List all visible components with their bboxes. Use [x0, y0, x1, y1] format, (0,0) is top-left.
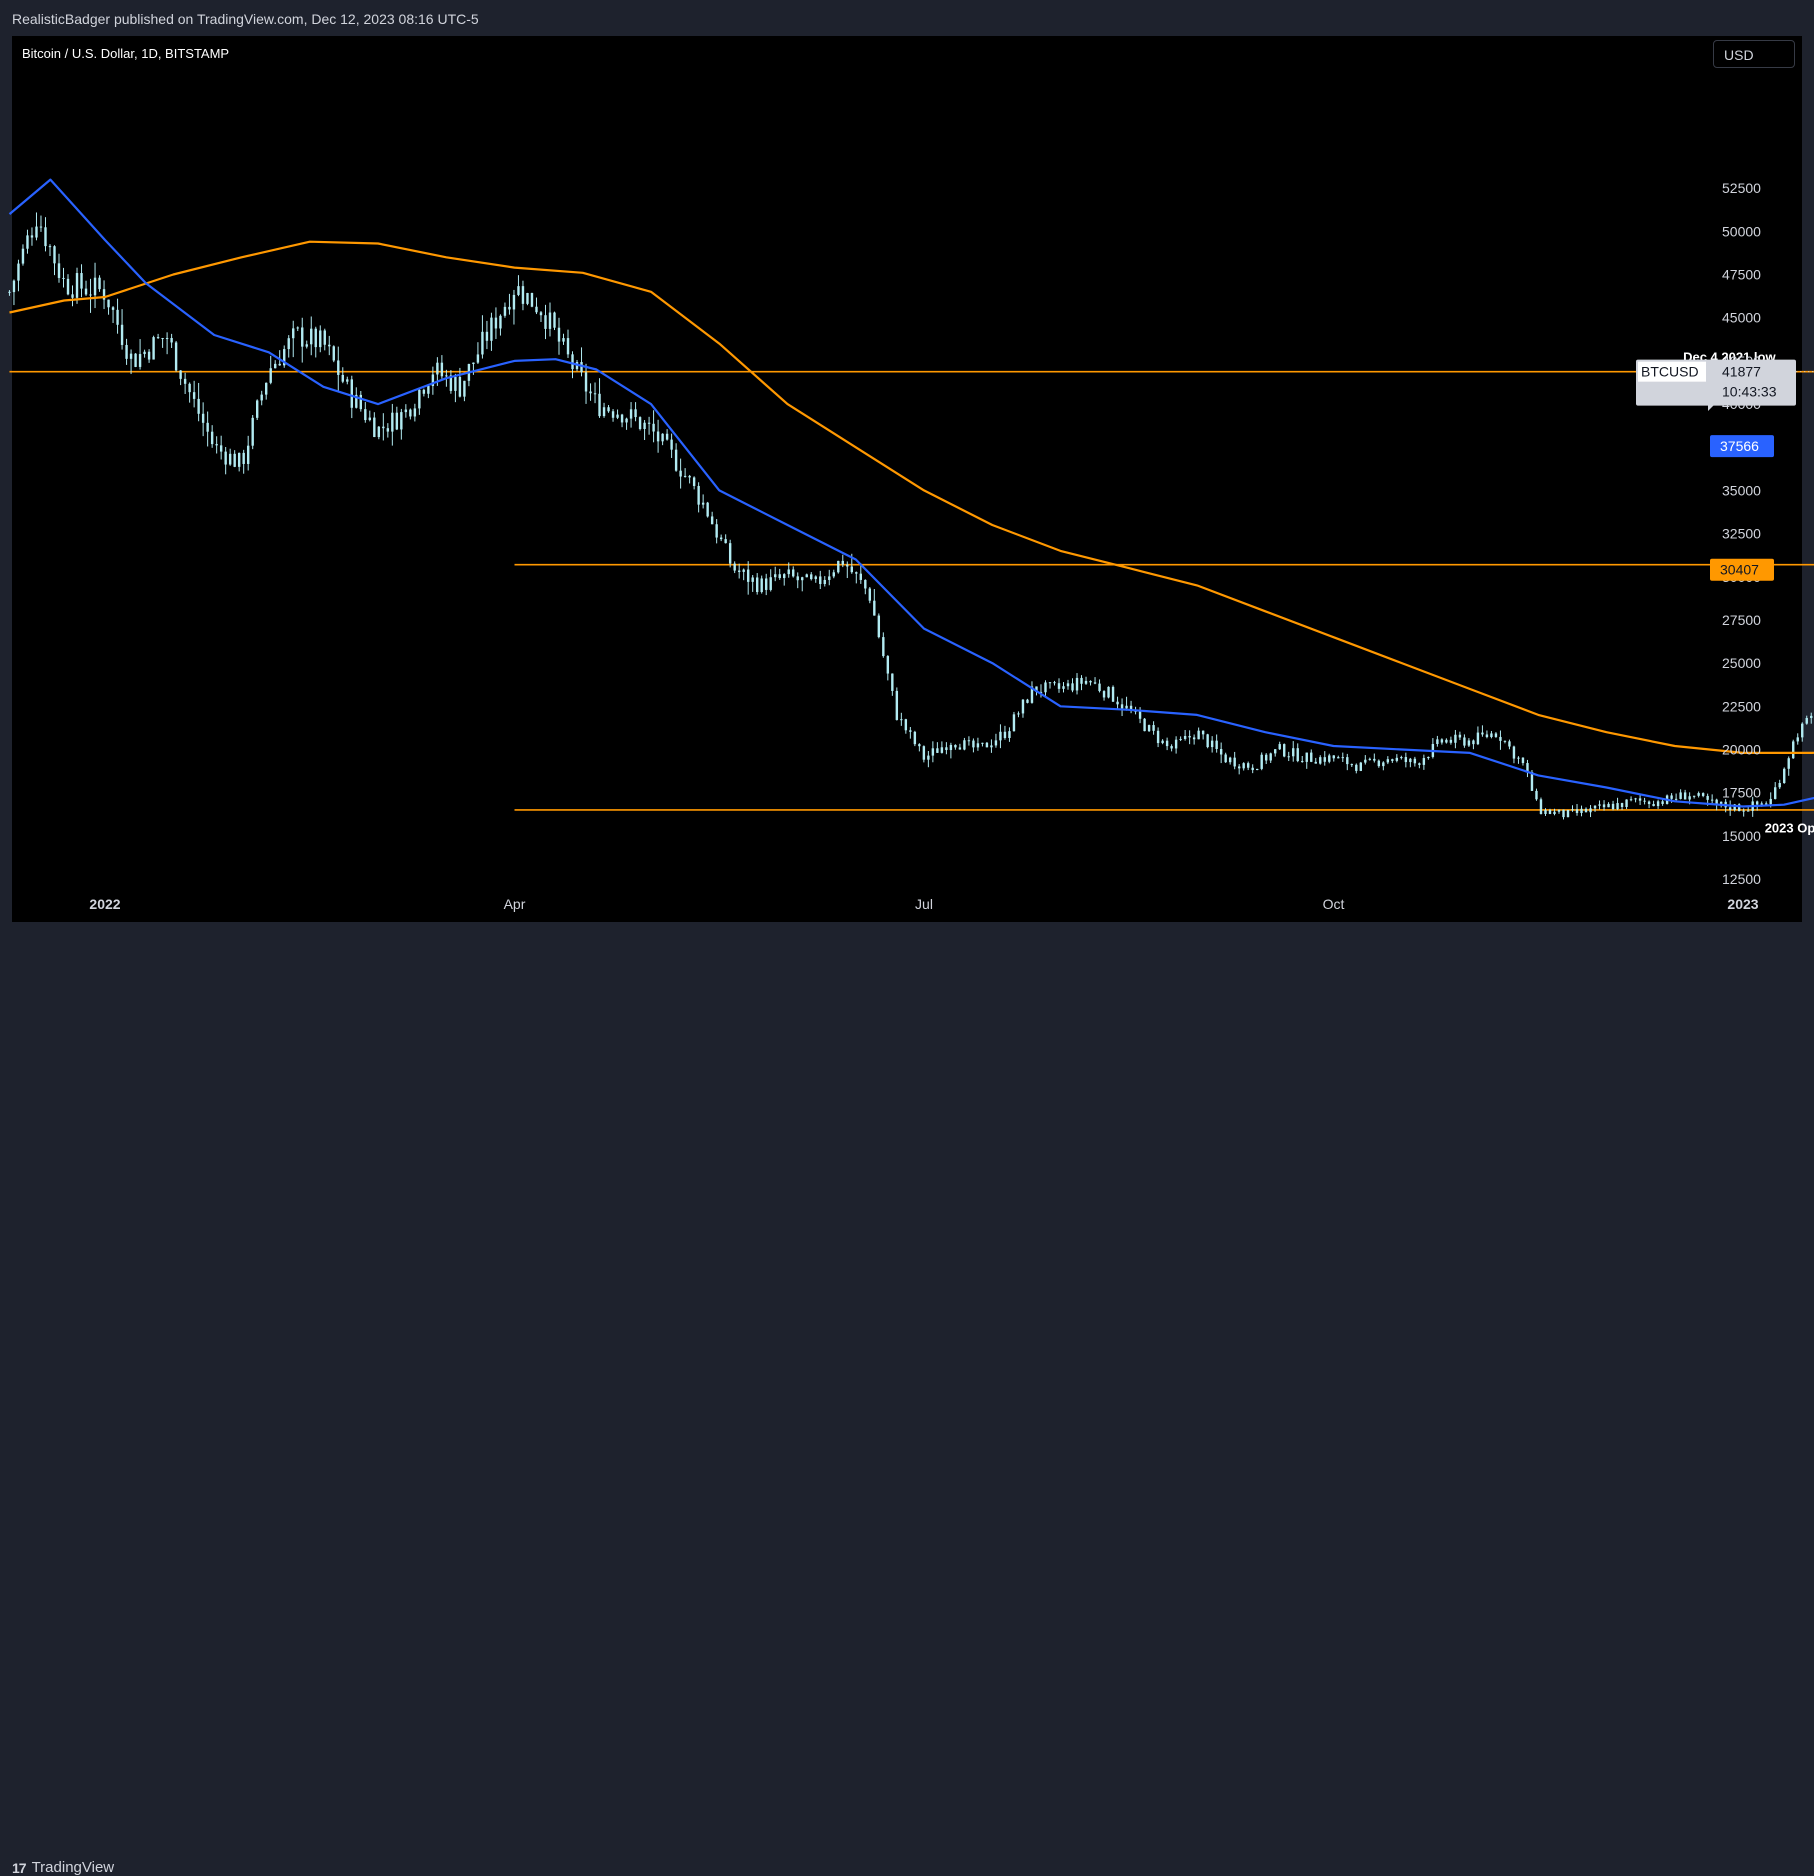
price-axis[interactable] [1708, 36, 1802, 922]
footer: 17 TradingView [0, 922, 1814, 967]
top-bar: RealisticBadger published on TradingView… [0, 0, 1814, 36]
candle-body [8, 292, 10, 293]
symbol-title: Bitcoin / U.S. Dollar, 1D, BITSTAMP [22, 46, 229, 61]
candle-body [1810, 716, 1812, 718]
candle-body [1806, 718, 1808, 724]
currency-button[interactable]: USD [1713, 40, 1795, 68]
tradingview-logo-icon: 17 [12, 1860, 26, 1876]
time-axis[interactable] [12, 886, 1708, 922]
tradingview-logo[interactable]: 17 TradingView [12, 1859, 114, 1876]
publisher-line: RealisticBadger published on TradingView… [12, 11, 479, 27]
chart-pane[interactable] [12, 36, 1708, 886]
tradingview-brand: TradingView [32, 1859, 115, 1876]
